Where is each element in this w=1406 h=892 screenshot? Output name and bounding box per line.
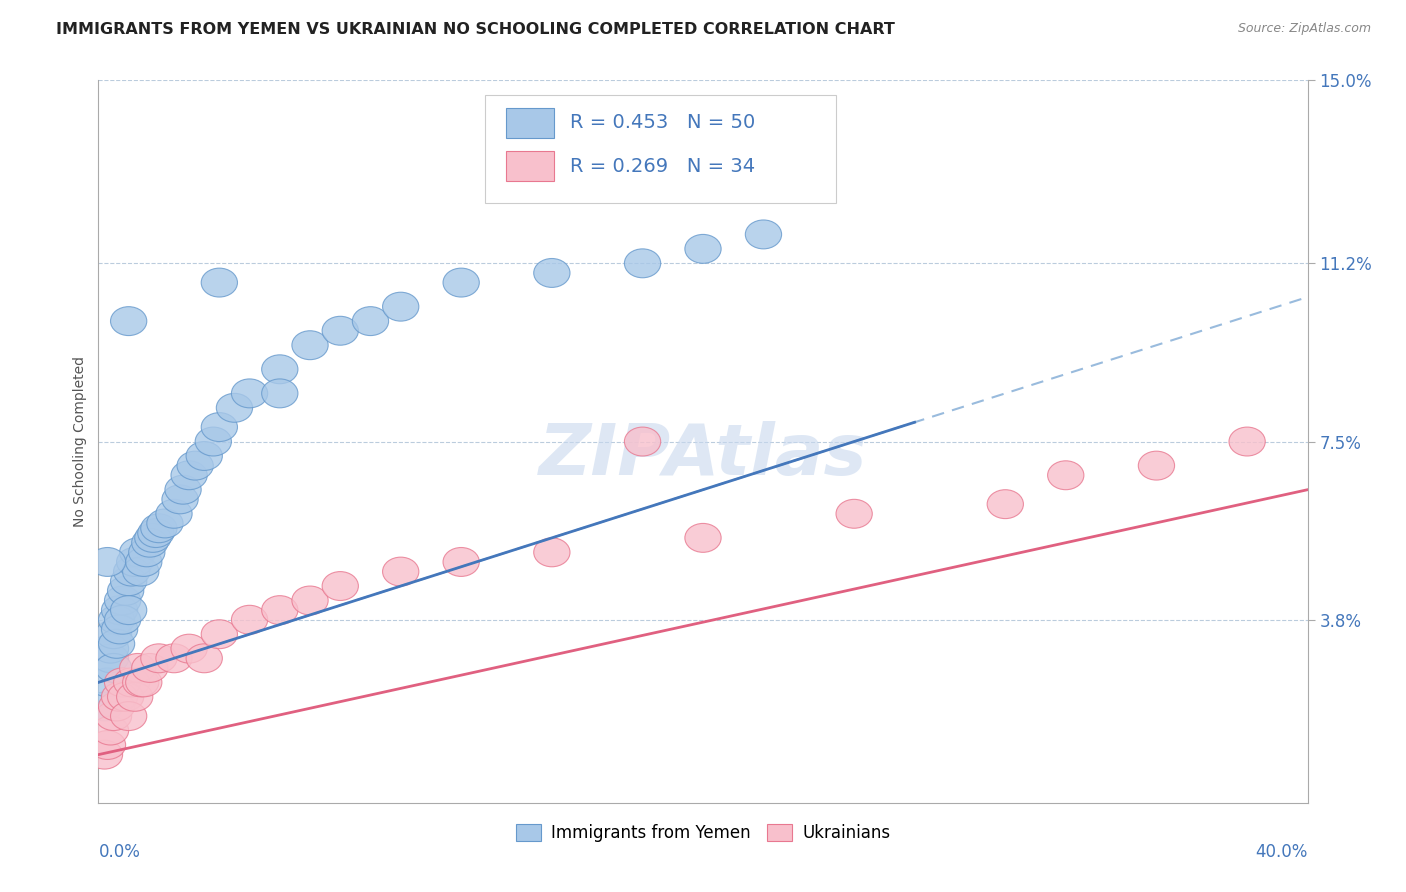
Y-axis label: No Schooling Completed: No Schooling Completed: [73, 356, 87, 527]
Ellipse shape: [120, 538, 156, 566]
Ellipse shape: [156, 500, 193, 528]
Ellipse shape: [1139, 451, 1174, 480]
Ellipse shape: [101, 615, 138, 644]
Ellipse shape: [122, 558, 159, 586]
Ellipse shape: [201, 413, 238, 442]
Ellipse shape: [117, 548, 153, 576]
Ellipse shape: [837, 500, 872, 528]
Ellipse shape: [86, 740, 122, 769]
Ellipse shape: [292, 586, 328, 615]
Ellipse shape: [101, 682, 138, 711]
Ellipse shape: [86, 692, 122, 721]
Ellipse shape: [90, 731, 125, 759]
Ellipse shape: [120, 654, 156, 682]
Ellipse shape: [129, 538, 165, 566]
Ellipse shape: [745, 220, 782, 249]
Ellipse shape: [93, 716, 129, 745]
Ellipse shape: [98, 606, 135, 634]
Ellipse shape: [382, 558, 419, 586]
Ellipse shape: [104, 668, 141, 697]
Ellipse shape: [90, 668, 125, 697]
Ellipse shape: [114, 558, 150, 586]
FancyBboxPatch shape: [506, 108, 554, 138]
Text: 40.0%: 40.0%: [1256, 843, 1308, 861]
Ellipse shape: [90, 548, 125, 576]
Ellipse shape: [172, 634, 207, 663]
Ellipse shape: [111, 307, 146, 335]
Ellipse shape: [262, 379, 298, 408]
Ellipse shape: [165, 475, 201, 504]
Ellipse shape: [111, 596, 146, 624]
Ellipse shape: [138, 518, 174, 548]
Ellipse shape: [186, 442, 222, 470]
Ellipse shape: [201, 268, 238, 297]
Ellipse shape: [98, 692, 135, 721]
Ellipse shape: [96, 654, 132, 682]
Ellipse shape: [122, 668, 159, 697]
Ellipse shape: [292, 331, 328, 359]
Ellipse shape: [177, 451, 214, 480]
Ellipse shape: [117, 682, 153, 711]
Ellipse shape: [162, 485, 198, 514]
Ellipse shape: [125, 548, 162, 576]
Ellipse shape: [232, 379, 267, 408]
Ellipse shape: [262, 596, 298, 624]
Ellipse shape: [172, 461, 207, 490]
Ellipse shape: [443, 268, 479, 297]
Text: 0.0%: 0.0%: [98, 843, 141, 861]
FancyBboxPatch shape: [485, 95, 837, 203]
Ellipse shape: [111, 702, 146, 731]
Ellipse shape: [382, 293, 419, 321]
Ellipse shape: [685, 524, 721, 552]
Ellipse shape: [111, 566, 146, 596]
Text: Source: ZipAtlas.com: Source: ZipAtlas.com: [1237, 22, 1371, 36]
Ellipse shape: [534, 538, 569, 566]
Ellipse shape: [534, 259, 569, 287]
Ellipse shape: [1047, 461, 1084, 490]
Ellipse shape: [156, 644, 193, 673]
Ellipse shape: [104, 606, 141, 634]
Ellipse shape: [101, 596, 138, 624]
Ellipse shape: [195, 427, 232, 456]
Ellipse shape: [93, 634, 129, 663]
Ellipse shape: [322, 572, 359, 600]
Ellipse shape: [96, 702, 132, 731]
FancyBboxPatch shape: [506, 151, 554, 181]
Ellipse shape: [114, 668, 150, 697]
Legend: Immigrants from Yemen, Ukrainians: Immigrants from Yemen, Ukrainians: [509, 817, 897, 848]
Ellipse shape: [132, 528, 167, 558]
Ellipse shape: [201, 620, 238, 648]
Ellipse shape: [232, 606, 267, 634]
Ellipse shape: [125, 668, 162, 697]
Ellipse shape: [132, 654, 167, 682]
Ellipse shape: [262, 355, 298, 384]
Ellipse shape: [107, 682, 143, 711]
Text: R = 0.453   N = 50: R = 0.453 N = 50: [569, 113, 755, 132]
Text: IMMIGRANTS FROM YEMEN VS UKRAINIAN NO SCHOOLING COMPLETED CORRELATION CHART: IMMIGRANTS FROM YEMEN VS UKRAINIAN NO SC…: [56, 22, 896, 37]
Ellipse shape: [443, 548, 479, 576]
Ellipse shape: [322, 317, 359, 345]
Ellipse shape: [93, 644, 129, 673]
Ellipse shape: [107, 576, 143, 606]
Ellipse shape: [987, 490, 1024, 518]
Ellipse shape: [186, 644, 222, 673]
Text: ZIPAtlas: ZIPAtlas: [538, 422, 868, 491]
Ellipse shape: [141, 514, 177, 542]
Ellipse shape: [146, 509, 183, 538]
Ellipse shape: [624, 249, 661, 277]
Ellipse shape: [141, 644, 177, 673]
Ellipse shape: [98, 630, 135, 658]
Ellipse shape: [104, 586, 141, 615]
Ellipse shape: [624, 427, 661, 456]
Ellipse shape: [217, 393, 253, 422]
Ellipse shape: [1229, 427, 1265, 456]
Ellipse shape: [135, 524, 172, 552]
Ellipse shape: [685, 235, 721, 263]
Ellipse shape: [353, 307, 388, 335]
Ellipse shape: [96, 620, 132, 648]
Text: R = 0.269   N = 34: R = 0.269 N = 34: [569, 157, 755, 176]
